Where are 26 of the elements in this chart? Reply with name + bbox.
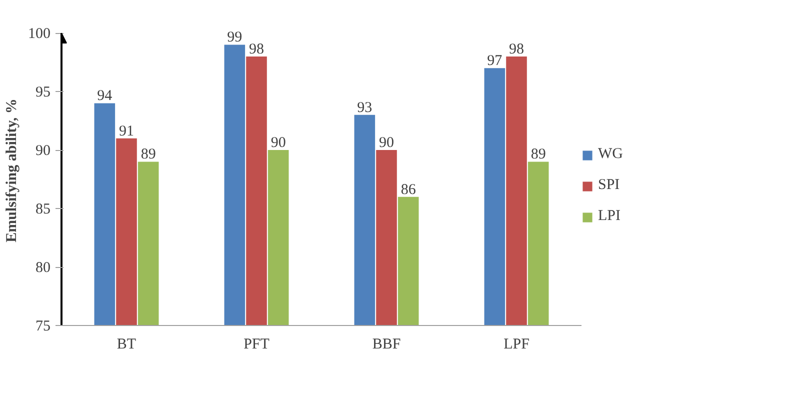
data-label: 89 <box>140 146 156 163</box>
y-tick-label: 85 <box>36 202 50 218</box>
data-label: 94 <box>97 88 113 104</box>
y-tick-label: 95 <box>36 84 50 101</box>
data-label: 99 <box>227 30 242 46</box>
y-tick-label: 80 <box>36 260 50 276</box>
data-label: 90 <box>270 135 286 152</box>
x-tick-label: BBF <box>372 336 401 352</box>
data-label: 89 <box>530 146 546 163</box>
data-label: 97 <box>487 53 503 70</box>
legend-label: LPI <box>598 208 620 225</box>
data-label: 93 <box>357 100 372 116</box>
data-label: 90 <box>379 135 394 152</box>
y-axis-title: Emulsifying ability, % <box>4 98 20 242</box>
x-tick-label: BT <box>116 336 136 352</box>
y-tick-label: 100 <box>28 26 50 42</box>
legend-label: WG <box>598 146 623 163</box>
y-tick-label: 75 <box>36 318 50 334</box>
x-tick-label: LPF <box>504 336 530 352</box>
legend-label: SPI <box>598 177 620 194</box>
data-label: 86 <box>400 182 416 198</box>
y-tick-label: 90 <box>36 143 50 160</box>
x-tick-label: PFT <box>244 336 270 352</box>
data-label: 91 <box>119 123 134 140</box>
data-label: 98 <box>509 41 524 58</box>
data-label: 98 <box>249 41 264 58</box>
